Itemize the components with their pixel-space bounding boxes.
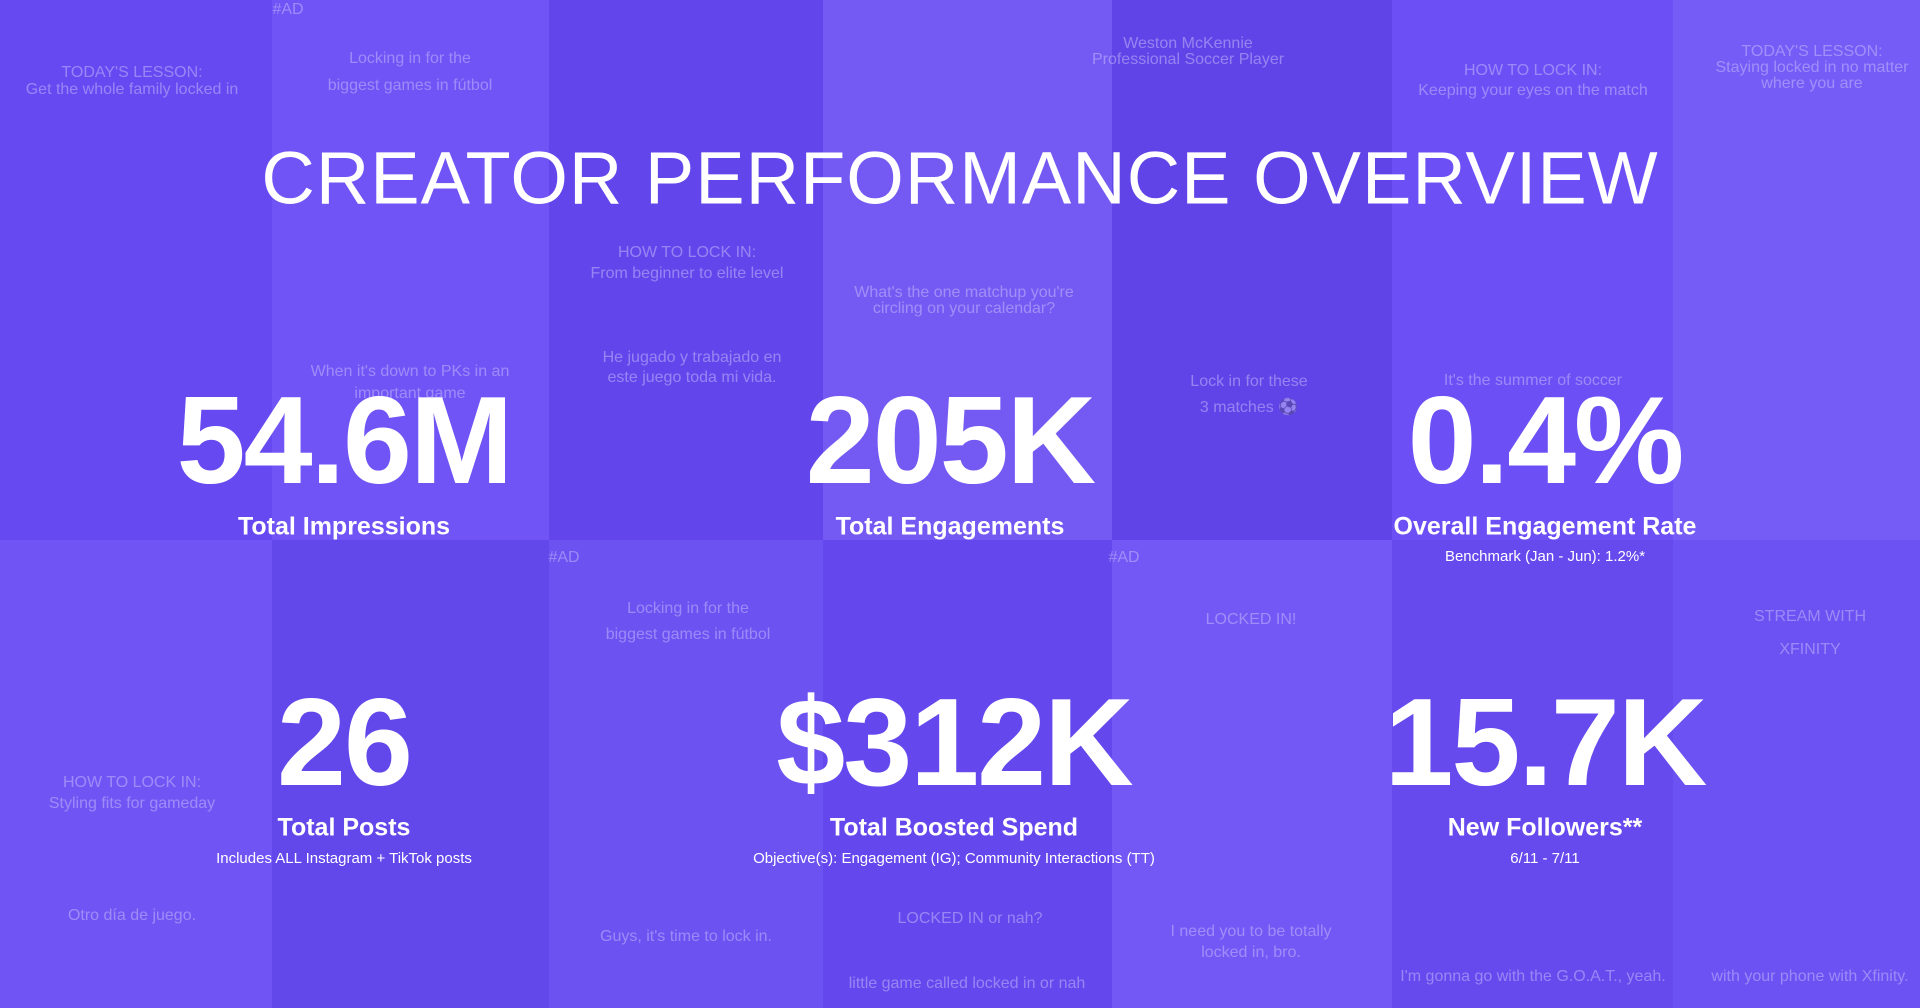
metric-value: 15.7K	[1385, 674, 1707, 812]
background-caption: biggest games in fútbol	[328, 77, 493, 94]
video-tile	[1392, 540, 1673, 1008]
background-caption: with your phone with Xfinity.	[1710, 968, 1908, 985]
video-tile	[1673, 0, 1920, 540]
background-caption: LOCKED IN or nah?	[898, 910, 1043, 927]
background-caption: #AD	[272, 1, 303, 18]
background-caption: Locking in for the	[349, 50, 471, 67]
video-tile	[549, 0, 823, 540]
metric-label: Total Boosted Spend	[830, 814, 1078, 842]
metric-value: 0.4%	[1408, 372, 1683, 510]
background-caption: este juego toda mi vida.	[608, 369, 777, 386]
metric-note: Includes ALL Instagram + TikTok posts	[216, 850, 472, 867]
background-caption: Locking in for the	[627, 600, 749, 617]
background-caption: where you are	[1760, 75, 1862, 92]
background-caption: circling on your calendar?	[873, 300, 1055, 317]
metric-note: 6/11 - 7/11	[1510, 850, 1580, 867]
background-caption: When it's down to PKs in an	[311, 363, 510, 380]
background-caption: Professional Soccer Player	[1092, 51, 1285, 68]
video-tile	[1392, 0, 1673, 540]
background-caption: important game	[354, 385, 465, 402]
background-caption: From beginner to elite level	[591, 265, 784, 282]
video-tile	[1673, 540, 1920, 1008]
metric-value: 205K	[806, 372, 1096, 510]
background-caption: Styling fits for gameday	[49, 795, 215, 812]
background-caption: TODAY'S LESSON:	[1741, 43, 1882, 60]
background-caption: little game called locked in or nah	[849, 975, 1086, 992]
background-caption: Lock in for these	[1190, 373, 1308, 390]
metric-label: Total Posts	[278, 814, 411, 842]
background-caption: STREAM WITH	[1754, 608, 1866, 625]
metric-note: Benchmark (Jan - Jun): 1.2%*	[1445, 548, 1645, 565]
background-caption: HOW TO LOCK IN:	[1464, 62, 1602, 79]
background-caption: Keeping your eyes on the match	[1418, 82, 1647, 99]
background-caption: It's the summer of soccer	[1444, 372, 1623, 389]
background-caption: #AD	[548, 549, 579, 566]
metric-label: Total Impressions	[238, 513, 450, 541]
metric-label: Overall Engagement Rate	[1394, 513, 1697, 541]
background-caption: Guys, it's time to lock in.	[600, 928, 772, 945]
background-caption: He jugado y trabajado en	[603, 349, 782, 366]
video-tile	[0, 0, 272, 540]
metrics: 54.6M Total Impressions 205K Total Engageme…	[177, 372, 1709, 867]
background-caption: 3 matches ⚽	[1200, 397, 1298, 416]
background-captions: TODAY'S LESSON:Get the whole family lock…	[26, 1, 1909, 992]
background-caption: biggest games in fútbol	[606, 626, 771, 643]
video-tile	[823, 0, 1112, 540]
metric-value: $312K	[776, 674, 1133, 812]
video-tile	[272, 540, 549, 1008]
metric-label: Total Engagements	[836, 513, 1065, 541]
metric-value: 26	[277, 674, 411, 812]
metric-label: New Followers**	[1448, 814, 1643, 842]
background-caption: I'm gonna go with the G.O.A.T., yeah.	[1400, 968, 1665, 985]
slide-title: CREATOR PERFORMANCE OVERVIEW	[261, 137, 1658, 220]
background-caption: Get the whole family locked in	[26, 81, 239, 98]
metric-note: Objective(s): Engagement (IG); Community…	[753, 850, 1155, 867]
background-caption: XFINITY	[1779, 641, 1841, 658]
background-caption: #AD	[1108, 549, 1139, 566]
background-caption: LOCKED IN!	[1206, 611, 1297, 628]
background-caption: HOW TO LOCK IN:	[63, 774, 201, 791]
video-tile	[823, 540, 1112, 1008]
video-tile	[1112, 540, 1392, 1008]
background-caption: locked in, bro.	[1201, 944, 1301, 961]
video-tile	[549, 540, 823, 1008]
background-caption: Otro día de juego.	[68, 907, 196, 924]
video-tile	[1112, 0, 1392, 540]
background-caption: Staying locked in no matter	[1716, 59, 1910, 76]
background-caption: What's the one matchup you're	[854, 284, 1074, 301]
video-tile	[272, 0, 549, 540]
background-caption: HOW TO LOCK IN:	[618, 244, 756, 261]
background-caption: I need you to be totally	[1171, 923, 1332, 940]
background-caption: TODAY'S LESSON:	[61, 64, 202, 81]
metric-value: 54.6M	[177, 372, 512, 510]
video-tile	[0, 540, 272, 1008]
background-caption: Weston McKennie	[1123, 35, 1253, 52]
